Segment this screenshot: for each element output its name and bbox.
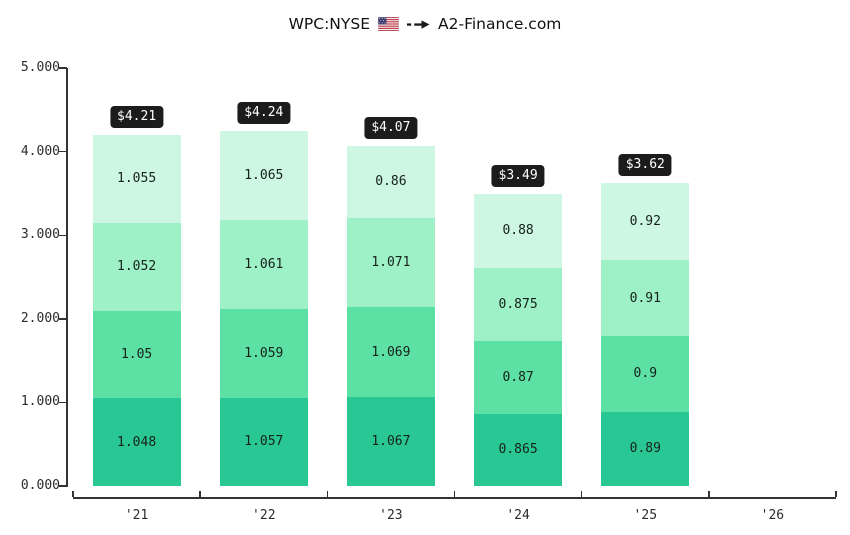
- x-tick: [199, 491, 201, 497]
- ticker-label: WPC:NYSE: [288, 15, 371, 33]
- site-label: A2-Finance.com: [438, 15, 562, 33]
- x-axis-label: '25: [633, 508, 658, 523]
- x-tick: [835, 491, 837, 497]
- bar-segment: 1.05: [92, 310, 181, 399]
- chart-title: WPC:NYSE: [0, 15, 850, 33]
- y-tick-label: 4.000: [20, 143, 60, 159]
- segment-value-label: 1.071: [371, 255, 411, 271]
- segment-value-label: 1.052: [117, 259, 157, 275]
- segment-value-label: 1.055: [117, 171, 157, 187]
- segment-value-label: 1.065: [244, 168, 284, 184]
- total-badge: $4.07: [364, 117, 418, 139]
- bar-segment: 0.91: [601, 260, 690, 337]
- total-badge: $3.62: [618, 154, 672, 177]
- bar-segment: 0.9: [601, 336, 690, 412]
- bar-segment: 0.875: [474, 267, 563, 341]
- segment-value-label: 1.061: [244, 257, 284, 273]
- y-tick: [59, 67, 67, 69]
- y-tick-label: 2.000: [20, 310, 60, 326]
- y-tick: [59, 401, 67, 404]
- bar-segment: 0.87: [474, 341, 563, 414]
- bar-segment: 0.92: [601, 183, 690, 261]
- x-axis-label: '23: [379, 508, 403, 523]
- x-tick: [453, 491, 456, 497]
- bar-segment: 1.055: [92, 134, 181, 223]
- segment-value-label: 0.92: [629, 214, 661, 230]
- y-tick-label: 0.000: [20, 478, 60, 493]
- y-axis-spine: [66, 68, 68, 487]
- x-axis-label: '21: [124, 508, 149, 523]
- x-tick: [708, 491, 710, 497]
- bar-segment: 1.065: [219, 131, 308, 221]
- bar-segment: 1.048: [92, 398, 181, 486]
- bar-segment: 0.89: [601, 411, 690, 486]
- x-tick: [72, 491, 74, 497]
- segment-value-label: 1.059: [244, 345, 284, 361]
- total-badge: $4.24: [237, 102, 291, 125]
- bar-segment: 1.069: [346, 307, 435, 397]
- y-tick-label: 3.000: [20, 227, 60, 243]
- segment-value-label: 0.88: [502, 223, 534, 239]
- segment-value-label: 0.87: [502, 369, 534, 385]
- segment-value-label: 0.91: [629, 290, 661, 306]
- us-flag-icon: [378, 17, 400, 31]
- segment-value-label: 1.048: [117, 434, 157, 450]
- x-axis-label: '26: [760, 508, 785, 523]
- y-tick-label: 1.000: [20, 394, 60, 410]
- segment-value-label: 1.057: [244, 434, 284, 450]
- segment-value-label: 0.865: [498, 442, 538, 458]
- x-axis-line: [73, 497, 836, 499]
- bar-segment: 1.061: [219, 220, 308, 310]
- bar-segment: 0.86: [346, 146, 435, 218]
- segment-value-label: 0.89: [629, 441, 661, 457]
- segment-value-label: 0.875: [498, 296, 538, 312]
- y-tick: [59, 150, 67, 153]
- segment-value-label: 0.9: [633, 366, 658, 382]
- bar-segment: 1.067: [346, 396, 435, 486]
- segment-value-label: 1.069: [371, 344, 411, 360]
- x-axis-label: '22: [252, 508, 276, 523]
- total-badge: $4.21: [110, 105, 164, 128]
- x-tick: [326, 491, 329, 497]
- bar-segment: 0.865: [474, 413, 563, 486]
- y-tick: [59, 485, 67, 487]
- x-tick: [580, 491, 583, 497]
- total-badge: $3.49: [491, 165, 545, 188]
- double-arrow-right-icon: [407, 19, 430, 30]
- bar-segment: 1.057: [219, 397, 308, 486]
- segment-value-label: 1.067: [371, 433, 411, 449]
- segment-value-label: 0.86: [375, 174, 407, 190]
- segment-value-label: 1.05: [120, 346, 153, 362]
- y-tick: [59, 318, 67, 320]
- x-axis-label: '24: [506, 508, 530, 523]
- y-tick-label: 5.000: [20, 60, 60, 75]
- bar-segment: 1.059: [219, 309, 308, 398]
- y-tick: [59, 234, 67, 236]
- bar-segment: 1.071: [346, 217, 435, 308]
- bar-segment: 0.88: [474, 194, 563, 268]
- bar-segment: 1.052: [92, 222, 181, 311]
